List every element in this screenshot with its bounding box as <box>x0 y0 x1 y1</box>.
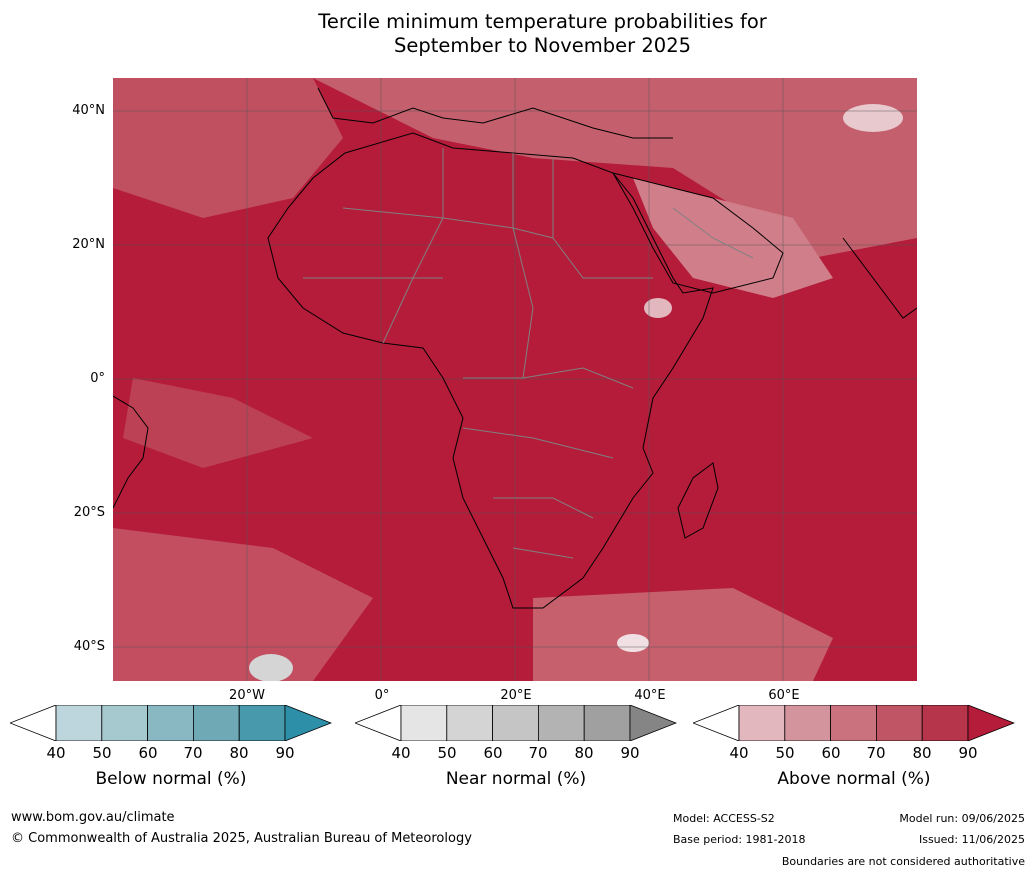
tick: 40 <box>391 744 411 762</box>
tick: 50 <box>92 744 112 762</box>
colorbar-extend-low <box>10 705 57 741</box>
colorbar-segment <box>492 705 539 741</box>
colorbar-extend-high <box>284 705 332 741</box>
map-title: Tercile minimum temperature probabilitie… <box>0 10 1035 58</box>
colorbar-below-normal <box>10 705 332 741</box>
colorbar-segment <box>446 705 494 741</box>
colorbar-segment <box>192 705 240 741</box>
madagascar-coastline <box>677 462 719 539</box>
tick: 50 <box>437 744 457 762</box>
tick: 40 <box>46 744 66 762</box>
tick: 50 <box>775 744 795 762</box>
lat-label-40n: 40°N <box>72 103 105 118</box>
lat-label-20s: 20°S <box>73 505 105 520</box>
lat-label-40s: 40°S <box>73 639 105 654</box>
colorbar-segment <box>738 705 786 741</box>
colorbar-segment <box>537 705 585 741</box>
patch-south-ocean <box>533 588 833 681</box>
colorbar-segment <box>784 705 832 741</box>
patch-north-atlantic <box>113 78 343 218</box>
colorbar-segment <box>147 705 194 741</box>
lon-label-60e: 60°E <box>768 688 800 703</box>
lon-label-20w: 20°W <box>229 688 265 703</box>
lat-label-20n: 20°N <box>72 237 105 252</box>
tick: 90 <box>620 744 640 762</box>
country-boundaries <box>303 148 754 559</box>
colorbar-extend-high <box>629 705 677 741</box>
patch-west-atlantic <box>123 378 313 468</box>
colorbar-near-normal <box>355 705 677 741</box>
lon-label-20e: 20°E <box>500 688 532 703</box>
colorbar-label-above: Above normal (%) <box>777 769 931 789</box>
lon-label-0: 0° <box>374 688 390 703</box>
colorbar-extend-low <box>355 705 402 741</box>
colorbar-segment <box>400 705 448 741</box>
colorbar-above-normal <box>693 705 1015 741</box>
tick: 60 <box>138 744 158 762</box>
tick: 60 <box>821 744 841 762</box>
colorbar-segment <box>55 705 103 741</box>
colorbar-extend-low <box>693 705 740 741</box>
tick: 70 <box>866 744 886 762</box>
lon-label-40e: 40°E <box>634 688 666 703</box>
tick: 80 <box>912 744 932 762</box>
tick: 80 <box>229 744 249 762</box>
tick: 90 <box>958 744 978 762</box>
footer-disclaimer: Boundaries are not considered authoritat… <box>781 855 1025 868</box>
footer-model-run: Model run: 09/06/2025 <box>899 812 1025 825</box>
tick: 80 <box>574 744 594 762</box>
footer-website: www.bom.gov.au/climate <box>11 810 175 825</box>
colorbar-segment <box>101 705 149 741</box>
colorbar-segment <box>875 705 923 741</box>
patch-light-madagascar-south <box>617 634 649 652</box>
patch-light-horn <box>644 298 672 318</box>
colorbar-segment <box>830 705 877 741</box>
footer-copyright: © Commonwealth of Australia 2025, Austra… <box>11 831 472 846</box>
lat-label-0: 0° <box>90 371 105 386</box>
tick: 70 <box>528 744 548 762</box>
tick: 60 <box>483 744 503 762</box>
colorbar-segment <box>238 705 286 741</box>
tick: 90 <box>275 744 295 762</box>
africa-coastline <box>267 132 714 609</box>
patch-south-atlantic <box>113 528 373 681</box>
title-line-1: Tercile minimum temperature probabilitie… <box>318 10 767 33</box>
colorbar-segment <box>921 705 969 741</box>
footer-issued: Issued: 11/06/2025 <box>918 833 1025 846</box>
tick: 70 <box>183 744 203 762</box>
probability-map <box>113 78 917 681</box>
europe-coastline <box>317 87 673 139</box>
gridlines <box>113 78 917 681</box>
colorbar-label-near: Near normal (%) <box>445 769 587 789</box>
india-coastline <box>842 237 917 319</box>
south-america-coastline <box>113 395 149 509</box>
colorbar-label-below: Below normal (%) <box>95 769 247 789</box>
footer-base-period: Base period: 1981-2018 <box>673 833 806 846</box>
probability-patches <box>113 78 917 681</box>
patch-grey-south <box>249 654 293 681</box>
patch-light-asia <box>843 104 903 132</box>
colorbar-segment <box>583 705 631 741</box>
colorbar-extend-high <box>967 705 1015 741</box>
tick: 40 <box>729 744 749 762</box>
title-line-2: September to November 2025 <box>393 34 692 57</box>
arabia-coastline <box>611 172 784 294</box>
footer-model: Model: ACCESS-S2 <box>673 812 775 825</box>
